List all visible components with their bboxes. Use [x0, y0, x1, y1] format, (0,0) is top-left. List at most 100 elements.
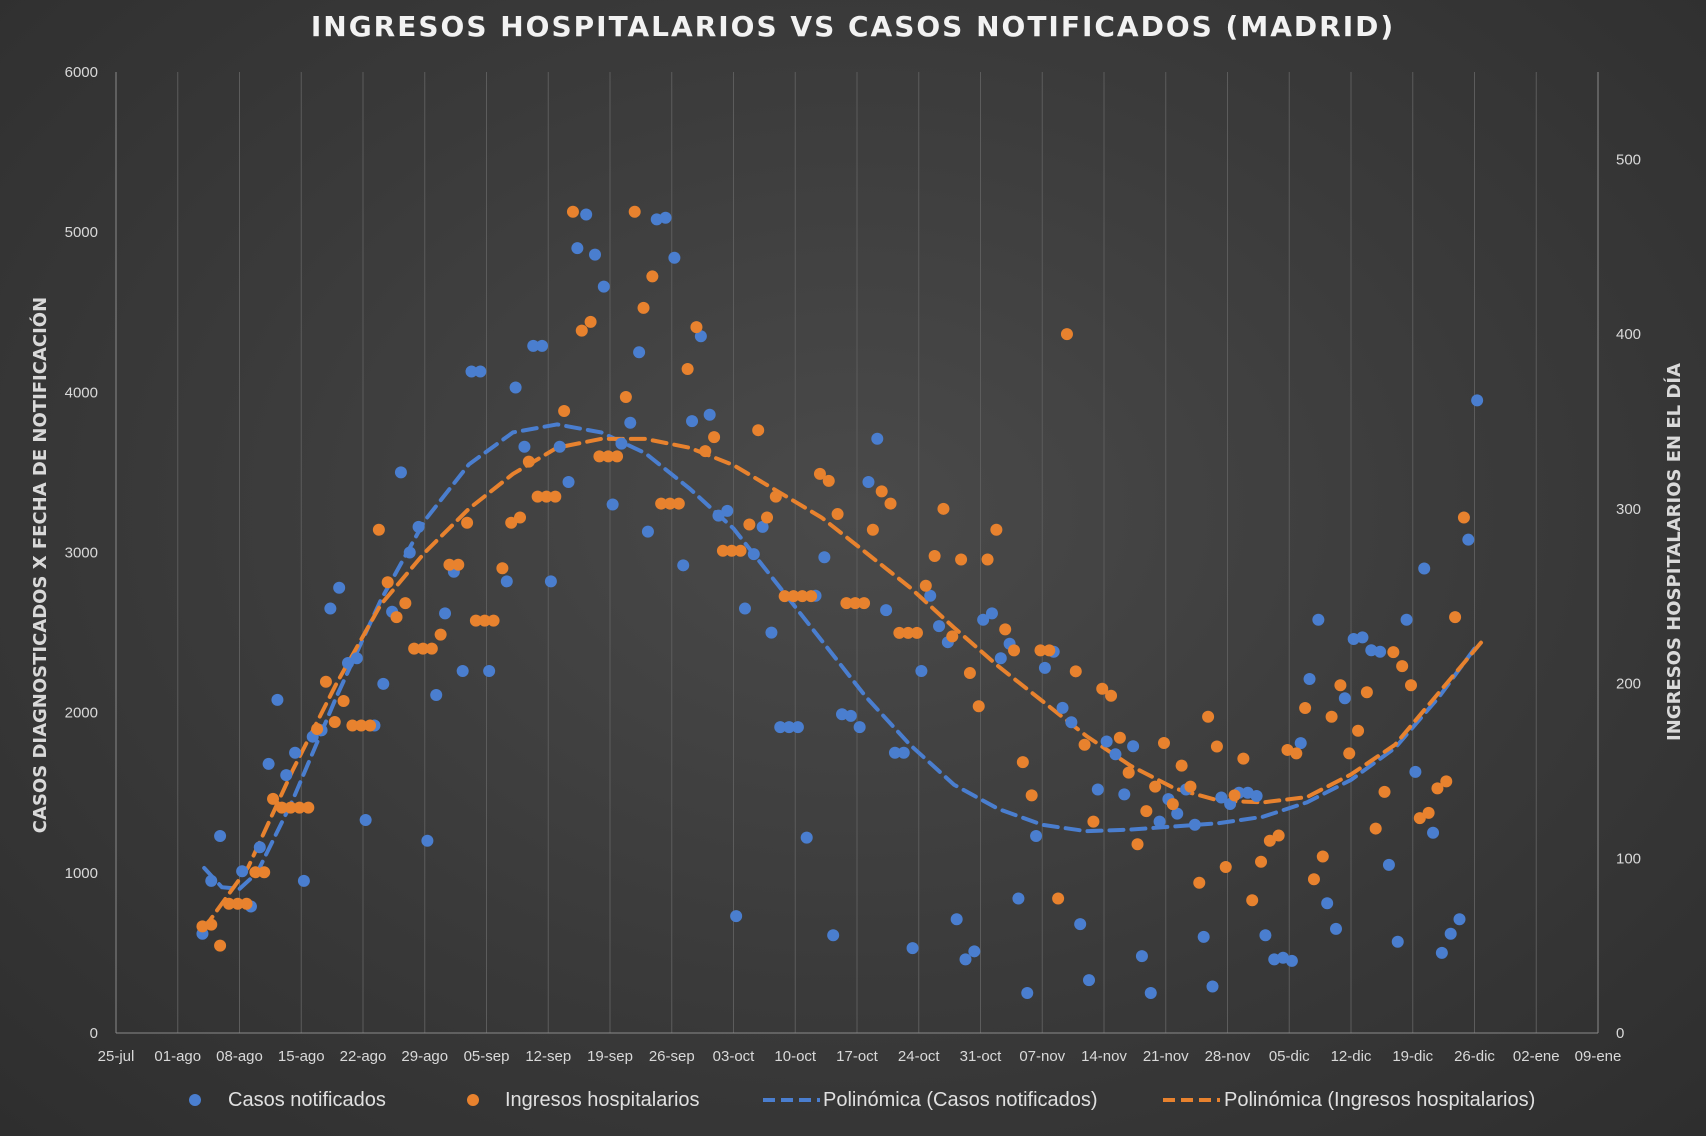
point-ingresos: [1087, 815, 1100, 828]
point-casos: [668, 251, 681, 264]
point-ingresos: [1343, 747, 1356, 760]
point-ingresos: [1413, 812, 1426, 825]
point-casos: [1135, 950, 1148, 963]
point-ingresos: [558, 404, 571, 417]
point-casos: [1435, 946, 1448, 959]
legend: Casos notificados Ingresos hospitalarios P…: [189, 1089, 1535, 1111]
point-ingresos: [408, 642, 421, 655]
legend-marker-casos: [189, 1094, 201, 1106]
x-tick-label: 31-oct: [960, 1048, 1003, 1065]
point-casos: [871, 432, 884, 445]
x-tick-label: 09-ene: [1575, 1048, 1622, 1065]
point-ingresos: [293, 801, 306, 814]
point-casos: [950, 913, 963, 926]
point-casos: [1215, 791, 1228, 804]
x-tick-label: 25-jul: [98, 1048, 135, 1065]
point-ingresos: [1228, 789, 1241, 802]
x-tick-label: 21-nov: [1143, 1048, 1189, 1065]
point-ingresos: [1307, 873, 1320, 886]
y-tick-left-label: 3000: [65, 545, 98, 562]
legend-label: Polinómica (Casos notificados): [823, 1089, 1098, 1111]
point-casos: [1083, 974, 1096, 987]
point-casos: [1418, 562, 1431, 575]
point-casos: [271, 693, 284, 706]
point-ingresos: [319, 675, 332, 688]
point-casos: [597, 280, 610, 293]
point-casos: [1012, 892, 1025, 905]
point-casos: [474, 365, 487, 378]
point-casos: [977, 613, 990, 626]
point-ingresos: [1422, 806, 1435, 819]
point-casos: [906, 942, 919, 955]
x-tick-label: 07-nov: [1019, 1048, 1065, 1065]
point-casos: [439, 607, 452, 620]
point-ingresos: [205, 918, 218, 931]
point-ingresos: [743, 518, 756, 531]
point-casos: [214, 829, 227, 842]
point-casos: [1127, 740, 1140, 753]
point-casos: [968, 945, 981, 958]
point-ingresos: [566, 205, 579, 218]
point-casos: [1171, 807, 1184, 820]
point-ingresos: [1175, 759, 1188, 772]
point-casos: [1312, 613, 1325, 626]
point-casos: [253, 841, 266, 854]
point-ingresos: [311, 722, 324, 735]
point-ingresos: [972, 700, 985, 713]
x-tick-label: 15-ago: [278, 1048, 325, 1065]
point-casos: [262, 757, 275, 770]
point-ingresos: [1105, 689, 1118, 702]
point-casos: [624, 416, 637, 429]
point-casos: [959, 953, 972, 966]
point-ingresos: [1440, 775, 1453, 788]
point-ingresos: [1078, 738, 1091, 751]
point-ingresos: [1246, 894, 1259, 907]
point-ingresos: [1396, 660, 1409, 673]
point-casos: [1153, 815, 1166, 828]
point-ingresos: [840, 597, 853, 610]
point-ingresos: [522, 455, 535, 468]
point-ingresos: [461, 516, 474, 529]
point-ingresos: [1404, 679, 1417, 692]
point-ingresos: [1043, 644, 1056, 657]
x-tick-label: 10-oct: [774, 1048, 817, 1065]
point-ingresos: [637, 301, 650, 314]
point-ingresos: [1140, 805, 1153, 818]
x-tick-label: 17-oct: [836, 1048, 879, 1065]
point-ingresos: [699, 445, 712, 458]
point-ingresos: [602, 450, 615, 463]
x-tick-label: 28-nov: [1205, 1048, 1251, 1065]
point-casos: [818, 551, 831, 564]
point-casos: [500, 575, 513, 588]
point-ingresos: [381, 576, 394, 589]
point-ingresos: [1299, 702, 1312, 715]
gridlines: [115, 72, 1599, 1033]
point-ingresos: [258, 866, 271, 879]
point-ingresos: [716, 544, 729, 557]
point-casos: [703, 408, 716, 421]
point-ingresos: [1316, 850, 1329, 863]
x-tick-label: 26-dic: [1454, 1048, 1495, 1065]
point-casos: [765, 626, 778, 639]
point-casos: [465, 365, 478, 378]
point-casos: [544, 575, 557, 588]
point-ingresos: [813, 467, 826, 480]
point-casos: [359, 813, 372, 826]
point-ingresos: [1387, 646, 1400, 659]
x-tick-label: 19-dic: [1392, 1048, 1433, 1065]
point-ingresos: [1334, 679, 1347, 692]
y-tick-left-label: 0: [90, 1025, 98, 1042]
point-ingresos: [1449, 611, 1462, 624]
y-tick-right-label: 200: [1616, 676, 1641, 693]
point-ingresos: [1008, 644, 1021, 657]
point-ingresos: [663, 497, 676, 510]
point-ingresos: [619, 390, 632, 403]
point-casos: [421, 834, 434, 847]
point-casos: [1038, 661, 1051, 674]
point-ingresos: [849, 597, 862, 610]
point-casos: [924, 589, 937, 602]
axes: 25-jul 01-ago 08-ago 15-ago 22-ago 29-ago 05-s…: [65, 64, 1641, 1065]
y-tick-left-label: 6000: [65, 64, 98, 81]
point-casos: [377, 677, 390, 690]
